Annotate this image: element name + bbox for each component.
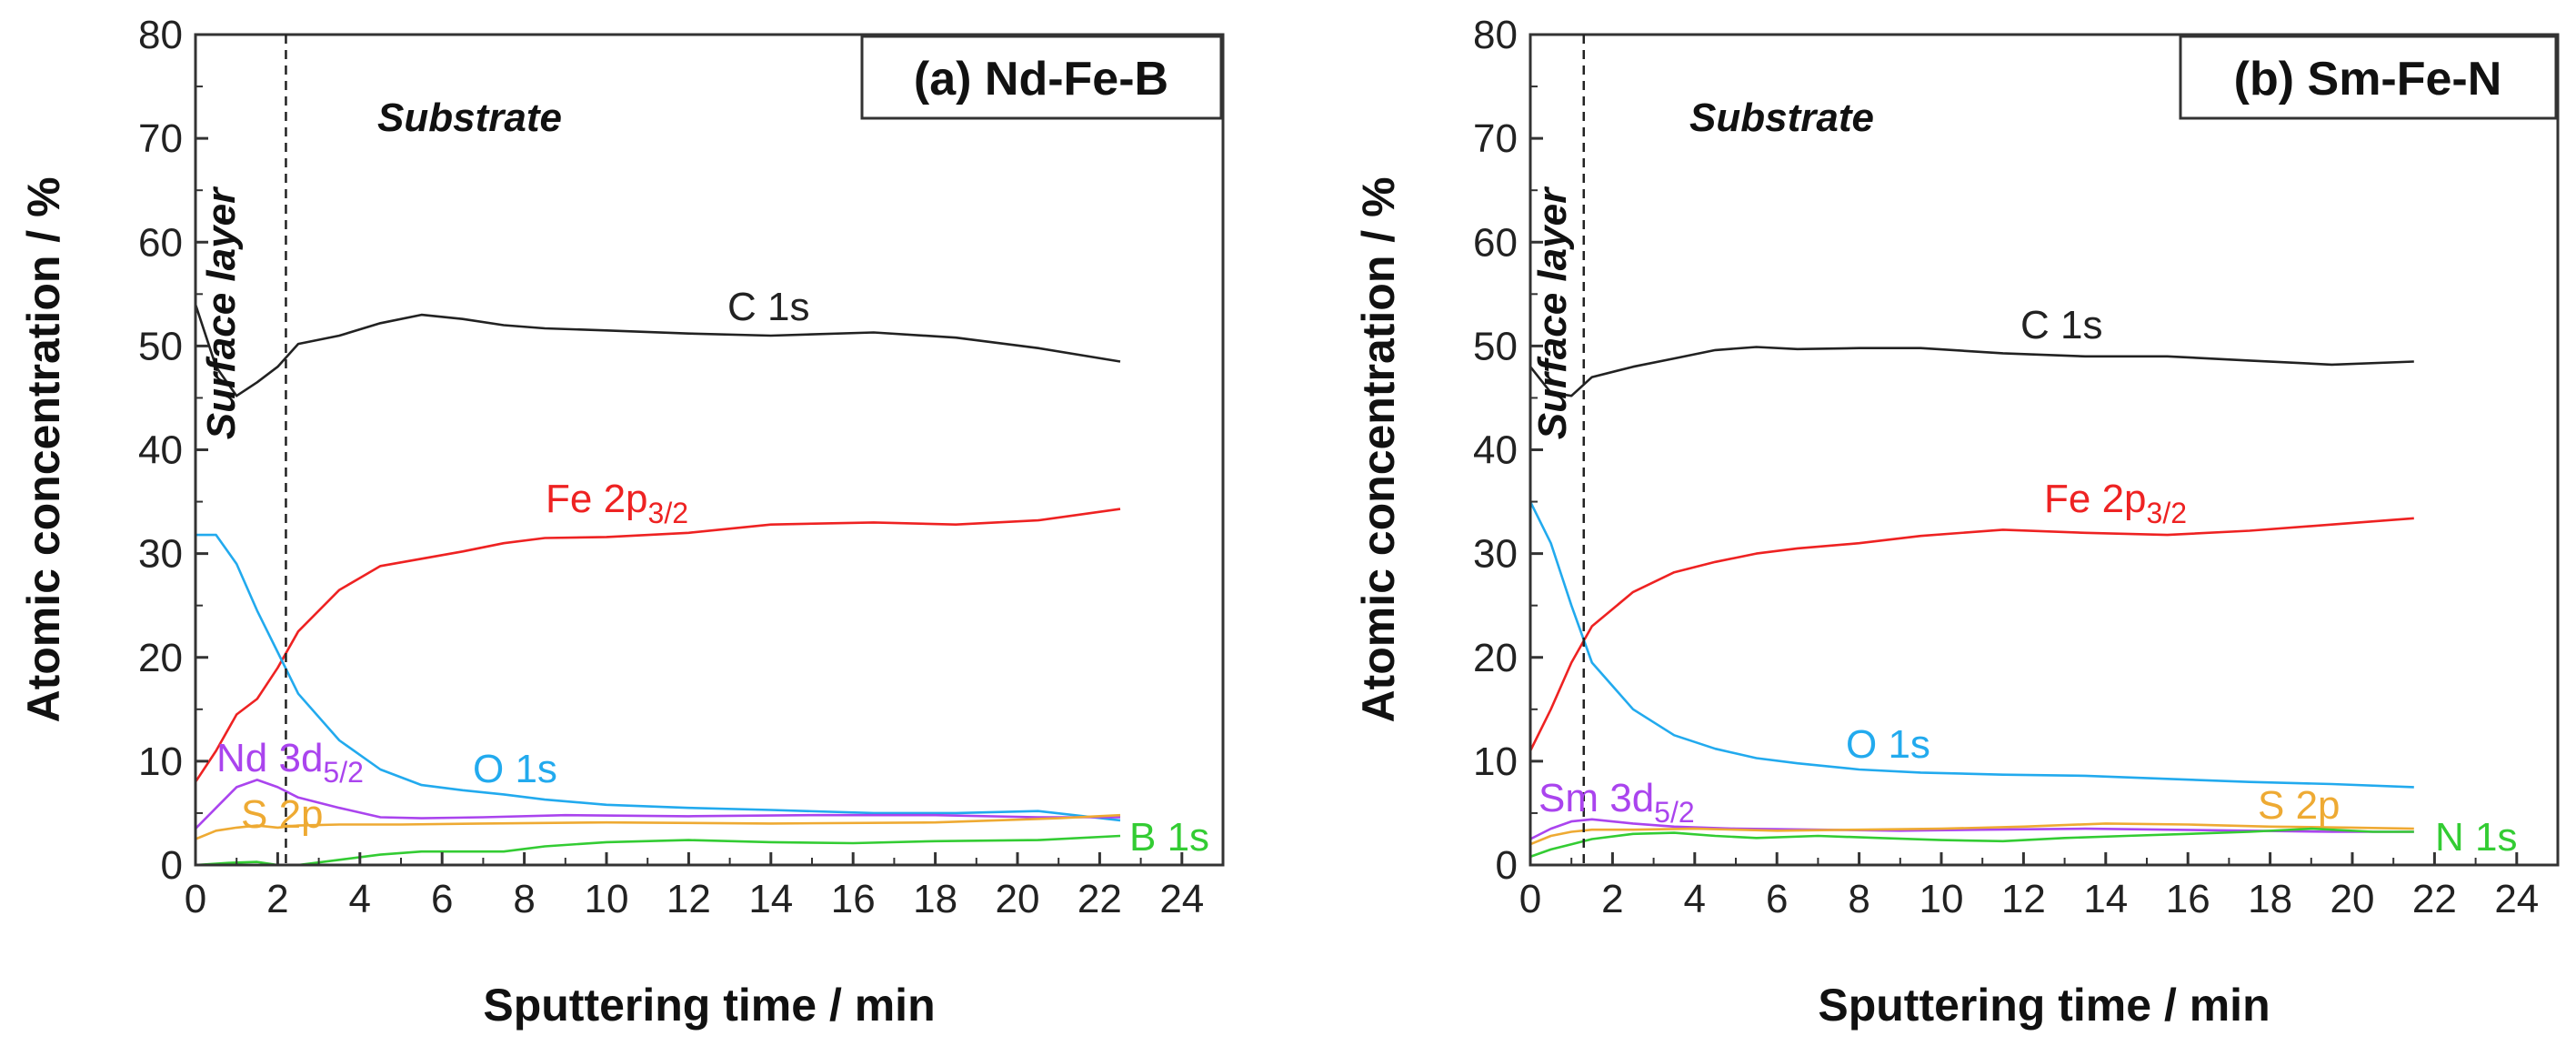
panel-a-frame (194, 33, 1225, 867)
y-tick-label: 0 (1496, 843, 1518, 888)
label-sm-3d: Sm 3d5/2 (1539, 776, 1695, 829)
x-tick-label: 6 (1766, 877, 1788, 921)
panel-a-substrate-label: Substrate (377, 96, 562, 140)
panel-a-surface-layer-label: Surface layer (199, 186, 244, 439)
label-nd-3d-main: Nd 3d (216, 736, 323, 780)
label-n-1s: N 1s (2435, 815, 2517, 860)
y-tick-label: 80 (138, 13, 183, 57)
label-fe-2p: Fe 2p3/2 (2044, 477, 2187, 529)
series-line-b-1s (195, 834, 1121, 867)
y-tick-label: 40 (1473, 428, 1518, 473)
series-line-s-2p (195, 813, 1121, 840)
x-tick-label: 18 (913, 877, 957, 921)
y-tick-label: 10 (1473, 739, 1518, 784)
panel-b-frame (1529, 33, 2560, 867)
y-tick-label: 20 (1473, 636, 1518, 680)
label-nd-3d: Nd 3d5/2 (216, 736, 364, 789)
x-tick-label: 24 (1159, 877, 1204, 921)
label-s-2p: S 2p (241, 792, 324, 837)
panel-b-marks (1529, 346, 2414, 859)
label-o-1s: O 1s (1846, 722, 1930, 767)
panel-a-title-box (860, 35, 1223, 120)
y-tick-label: 60 (1473, 220, 1518, 265)
panel-a-xlabel: Sputtering time / min (483, 980, 935, 1031)
series-line-fe-2p3-2 (194, 508, 1121, 783)
x-tick-label: 6 (431, 877, 453, 921)
y-tick-label: 40 (138, 428, 183, 473)
y-tick-label: 20 (138, 636, 183, 680)
series-line-fe-2p3-2 (1529, 517, 2414, 752)
panel-a-series-labels: C 1s Fe 2p3/2 O 1s Nd 3d5/2 S 2p B 1s (216, 285, 1209, 860)
x-tick-label: 10 (585, 877, 629, 921)
y-tick-label: 0 (161, 843, 183, 888)
x-tick-label: 22 (2412, 877, 2457, 921)
x-tick-label: 16 (831, 877, 876, 921)
series-line-c-1s (194, 304, 1121, 397)
x-tick-label: 4 (349, 877, 371, 921)
panel-b-surface-layer-label: Surface layer (1530, 186, 1575, 439)
x-tick-label: 24 (2494, 877, 2539, 921)
y-tick-label: 50 (138, 324, 183, 368)
x-tick-label: 0 (1519, 877, 1541, 921)
panel-b-substrate-label: Substrate (1689, 96, 1874, 140)
x-tick-label: 8 (1848, 877, 1869, 921)
y-tick-label: 30 (1473, 532, 1518, 577)
y-tick-label: 70 (1473, 116, 1518, 161)
x-tick-label: 2 (1601, 877, 1623, 921)
label-sm-3d-sub: 5/2 (1654, 796, 1694, 829)
label-c-1s: C 1s (727, 285, 809, 329)
label-sm-3d-main: Sm 3d (1539, 776, 1654, 820)
panel-b-title-box (2179, 35, 2558, 120)
x-tick-label: 4 (1684, 877, 1706, 921)
x-tick-label: 12 (667, 877, 711, 921)
label-nd-3d-sub: 5/2 (323, 756, 363, 789)
x-tick-label: 8 (513, 877, 535, 921)
x-tick-label: 12 (2001, 877, 2046, 921)
x-tick-label: 18 (2248, 877, 2292, 921)
y-tick-label: 30 (138, 532, 183, 577)
y-tick-label: 50 (1473, 324, 1518, 368)
x-tick-label: 14 (2083, 877, 2128, 921)
x-tick-label: 20 (2330, 877, 2375, 921)
y-tick-label: 70 (138, 116, 183, 161)
x-tick-label: 22 (1078, 877, 1122, 921)
series-line-n-1s (1529, 827, 2414, 859)
x-tick-label: 2 (266, 877, 288, 921)
label-fe-2p-sub: 3/2 (2147, 497, 2187, 529)
series-line-s-2p (1529, 822, 2414, 846)
label-fe-2p-main: Fe 2p (546, 477, 648, 521)
y-tick-label: 80 (1473, 13, 1518, 57)
panel-a-ylabel: Atomic concentration / % (18, 176, 69, 722)
series-line-o-1s (1529, 501, 2414, 789)
label-b-1s: B 1s (1129, 815, 1209, 860)
x-tick-label: 0 (185, 877, 206, 921)
y-tick-label: 60 (138, 220, 183, 265)
series-line-o-1s (195, 533, 1121, 822)
panel-b-title: (b) Sm-Fe-N (2234, 53, 2502, 106)
y-tick-label: 10 (138, 739, 183, 784)
x-tick-label: 20 (996, 877, 1040, 921)
label-fe-2p: Fe 2p3/2 (546, 477, 688, 529)
label-fe-2p-sub: 3/2 (648, 497, 688, 529)
x-tick-label: 10 (1919, 877, 1964, 921)
label-s-2p: S 2p (2258, 783, 2340, 828)
label-c-1s: C 1s (2020, 303, 2102, 347)
x-tick-label: 16 (2166, 877, 2210, 921)
x-tick-label: 14 (748, 877, 793, 921)
panel-b-ylabel: Atomic concentration / % (1353, 176, 1404, 722)
panel-b-xlabel: Sputtering time / min (1818, 980, 2270, 1031)
panel-b-series-labels: C 1s Fe 2p3/2 O 1s Sm 3d5/2 S 2p N 1s (1539, 303, 2517, 860)
series-line-nd-3d5-2 (195, 779, 1120, 830)
label-o-1s: O 1s (473, 747, 557, 791)
series-line-c-1s (1529, 346, 2414, 397)
label-fe-2p-main: Fe 2p (2044, 477, 2147, 521)
panel-a-title: (a) Nd-Fe-B (914, 53, 1168, 106)
